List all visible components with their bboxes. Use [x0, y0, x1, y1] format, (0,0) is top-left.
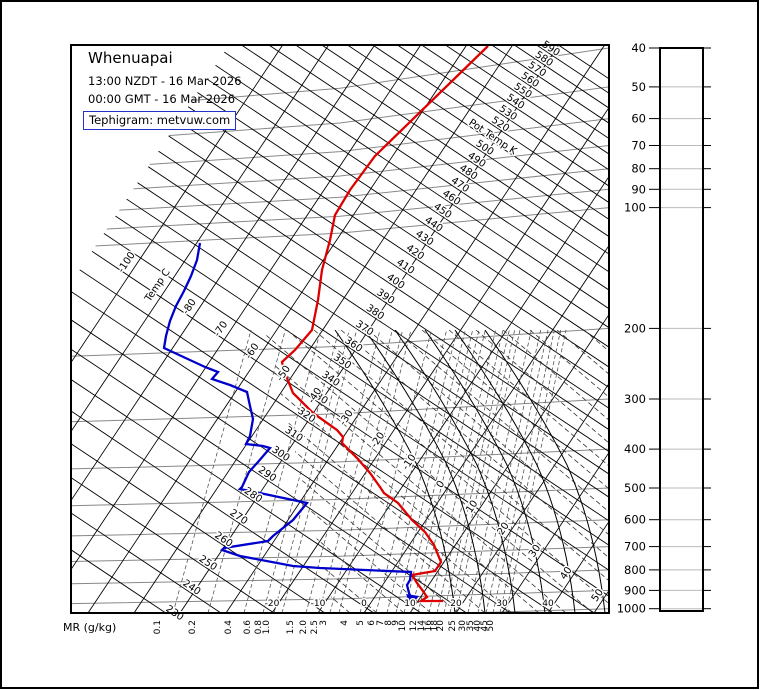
svg-text:400: 400	[624, 442, 646, 456]
mixing-ratio-axis: MR (g/kg) 0.1 0.2 0.4 0.6 0.81.0 1.5 2.0 2.5 3 4 5 6…	[63, 620, 496, 635]
svg-text:10: 10	[398, 620, 408, 632]
plot-border	[70, 44, 610, 614]
svg-text:50: 50	[631, 80, 646, 94]
svg-text:35: 35	[466, 620, 476, 631]
gmt-time-label: 00:00 GMT - 16 Mar 2026	[88, 92, 236, 106]
svg-text:1.5: 1.5	[286, 620, 296, 634]
svg-text:2.0: 2.0	[299, 620, 309, 635]
svg-text:40: 40	[542, 599, 554, 609]
svg-text:5: 5	[356, 620, 366, 626]
mixing-ratio-lines	[172, 329, 567, 613]
svg-text:6: 6	[367, 620, 377, 626]
svg-text:20: 20	[436, 620, 446, 632]
svg-text:3: 3	[319, 620, 329, 626]
pressure-scale-bar: 40 50 60 70 80 90 100 200 300 400 500 600 700 800 900 1…	[617, 41, 711, 616]
svg-text:2.5: 2.5	[310, 620, 320, 634]
svg-text:0.2: 0.2	[188, 620, 198, 634]
svg-text:8: 8	[384, 620, 394, 626]
svg-text:200: 200	[624, 321, 646, 335]
svg-text:9: 9	[391, 620, 401, 626]
svg-text:0.4: 0.4	[224, 620, 234, 635]
svg-text:70: 70	[631, 138, 646, 152]
svg-text:40: 40	[631, 41, 646, 55]
svg-text:20: 20	[450, 599, 462, 609]
svg-text:30: 30	[496, 599, 508, 609]
isobar-lines	[71, 47, 609, 613]
svg-text:14: 14	[417, 620, 427, 632]
svg-text:25: 25	[448, 620, 458, 631]
svg-text:800: 800	[624, 563, 646, 577]
temperature-trace	[280, 45, 489, 603]
svg-text:900: 900	[624, 583, 646, 597]
svg-text:MR (g/kg): MR (g/kg)	[63, 621, 116, 634]
svg-text:1000: 1000	[617, 602, 646, 616]
svg-text:100: 100	[624, 201, 646, 215]
svg-text:10: 10	[404, 599, 416, 609]
svg-text:0.1: 0.1	[153, 620, 163, 634]
svg-text:500: 500	[624, 481, 646, 495]
svg-text:7: 7	[376, 620, 386, 626]
svg-text:90: 90	[631, 182, 646, 196]
svg-text:4: 4	[340, 620, 350, 626]
svg-text:0: 0	[361, 599, 367, 609]
svg-text:18: 18	[430, 620, 440, 632]
svg-text:60: 60	[631, 112, 646, 126]
svg-text:1.0: 1.0	[262, 620, 272, 635]
station-title: Whenuapai	[88, 49, 173, 67]
svg-text:50: 50	[486, 620, 496, 632]
svg-text:40: 40	[473, 620, 483, 632]
dewpoint-trace	[162, 242, 414, 601]
svg-text:16: 16	[424, 620, 434, 632]
svg-text:0.6: 0.6	[243, 620, 253, 635]
local-time-label: 13:00 NZDT - 16 Mar 2026	[88, 74, 242, 88]
svg-text:300: 300	[624, 392, 646, 406]
svg-text:80: 80	[631, 162, 646, 176]
svg-text:600: 600	[624, 513, 646, 527]
metvuw-source-link[interactable]: Tephigram: metvuw.com	[83, 111, 237, 130]
dewpoint-end-marker	[406, 594, 419, 606]
svg-text:30: 30	[458, 620, 468, 632]
svg-text:0.8: 0.8	[254, 620, 264, 635]
svg-text:12: 12	[409, 620, 419, 631]
svg-text:700: 700	[624, 540, 646, 554]
svg-text:45: 45	[480, 620, 490, 631]
svg-text:-20: -20	[265, 599, 280, 609]
svg-text:-10: -10	[311, 599, 326, 609]
isotherm-lines	[71, 45, 609, 613]
